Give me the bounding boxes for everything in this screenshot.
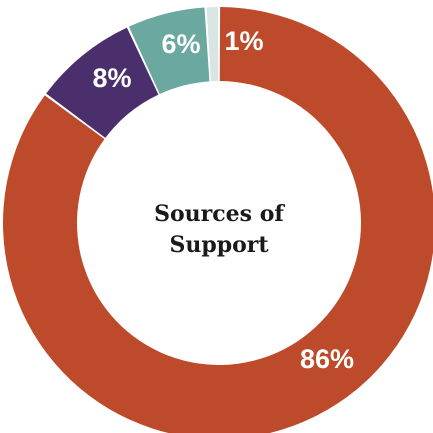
donut-slice-label-8pct: 8% (92, 63, 131, 93)
chart-title-line-1: Sources of (154, 201, 285, 227)
donut-slice-6pct (128, 7, 210, 94)
donut-slice-labels: 86% 8% 6% 1% (92, 26, 354, 374)
donut-slice-label-86pct: 86% (300, 344, 354, 374)
chart-title-line-2: Support (169, 232, 269, 258)
donut-slice-label-6pct: 6% (161, 29, 200, 59)
donut-slice-8pct (46, 27, 159, 138)
donut-slice-86pct (3, 7, 433, 433)
donut-slice-label-1pct: 1% (224, 26, 263, 56)
donut-slices (3, 7, 433, 433)
donut-slice-1pct (206, 7, 219, 82)
